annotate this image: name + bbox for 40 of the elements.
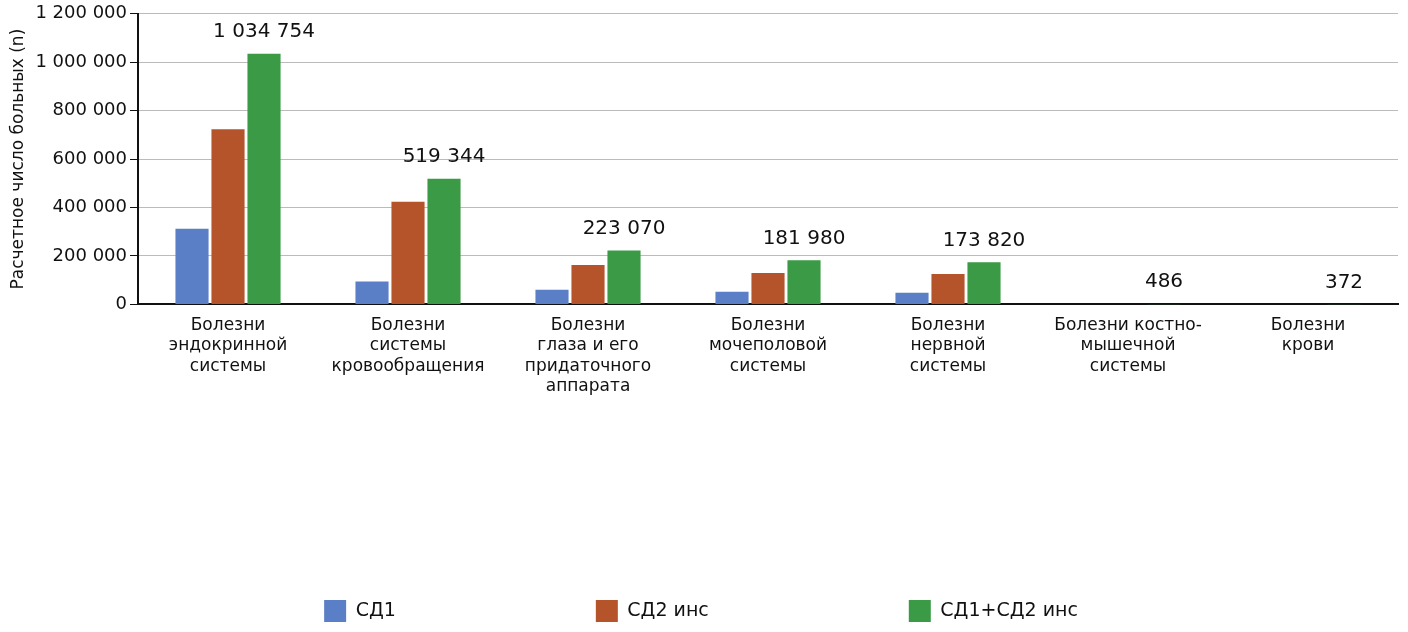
bar [715, 291, 749, 304]
x-tick-label: Болезни системы кровообращения [331, 314, 485, 375]
data-label: 519 344 [402, 142, 486, 167]
bar [895, 292, 929, 304]
bar [427, 178, 461, 304]
data-label: 372 [1324, 268, 1364, 293]
bar [787, 260, 821, 304]
y-tick-label: 400 000 [52, 195, 128, 217]
data-label: 223 070 [582, 214, 666, 239]
bar [967, 262, 1001, 304]
bar [391, 201, 425, 304]
bar [175, 228, 209, 304]
x-tick-label: Болезни глаза и его придаточного аппарата [524, 314, 652, 396]
y-tick-label: 1 000 000 [35, 49, 128, 71]
legend-label: СД2 инс [627, 597, 709, 620]
legend-label: СД1 [355, 597, 396, 620]
x-tick-label: Болезни эндокринной системы [168, 314, 288, 375]
x-tick-label: Болезни крови [1270, 314, 1346, 355]
bar [571, 264, 605, 304]
data-label: 181 980 [762, 224, 846, 249]
x-tick-label: Болезни мочеполовой системы [709, 314, 827, 375]
y-tick-label: 0 [115, 292, 128, 314]
data-label: 1 034 754 [213, 18, 315, 43]
bar [607, 250, 641, 304]
bar [751, 272, 785, 304]
bar [211, 129, 245, 304]
x-tick-label: Болезни нервной системы [909, 314, 987, 375]
bar [355, 281, 389, 304]
bar [535, 289, 569, 304]
bar [247, 53, 281, 304]
y-axis-title: Расчетное число больных (n) [6, 28, 27, 290]
y-tick-label: 1 200 000 [35, 1, 128, 23]
legend-label: СД1+СД2 инс [940, 597, 1078, 620]
x-tick-label: Болезни костно- мышечной системы [1054, 314, 1202, 375]
data-label: 486 [1144, 268, 1184, 293]
data-label: 173 820 [942, 226, 1026, 251]
y-tick-label: 200 000 [52, 243, 128, 265]
y-tick-label: 800 000 [52, 98, 128, 120]
bar [931, 273, 965, 304]
y-tick-label: 600 000 [52, 146, 128, 168]
